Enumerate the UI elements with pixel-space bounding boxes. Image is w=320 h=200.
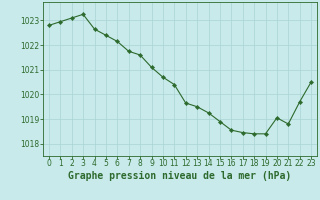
X-axis label: Graphe pression niveau de la mer (hPa): Graphe pression niveau de la mer (hPa) <box>68 171 292 181</box>
